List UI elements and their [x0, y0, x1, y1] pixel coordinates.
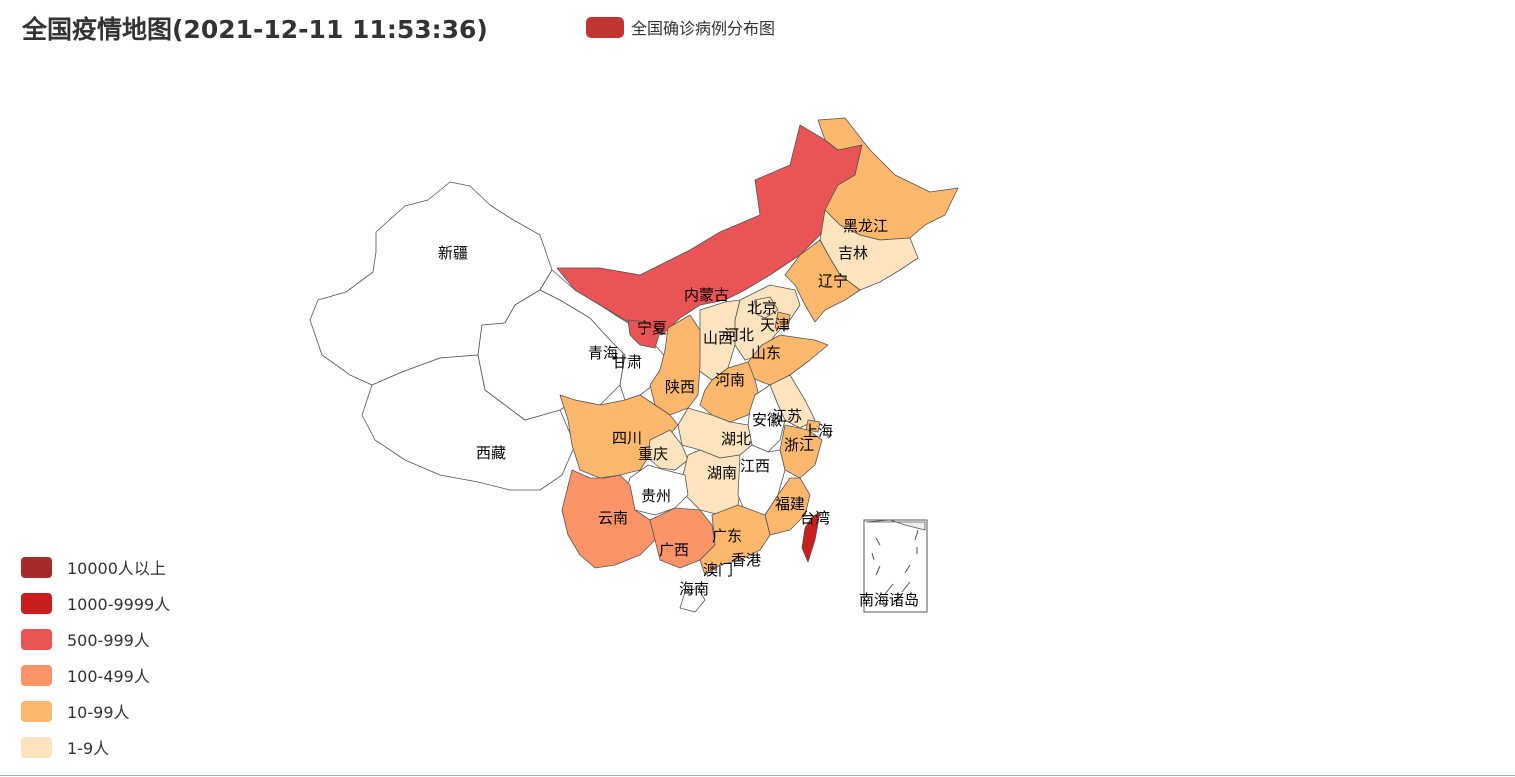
region-ningxia[interactable]: [627, 319, 661, 349]
visual-map-item-3[interactable]: 100-499人: [21, 657, 170, 693]
label-shaanxi: 陕西: [665, 378, 695, 396]
label-shanghai: 上海: [803, 422, 833, 440]
label-shandong: 山东: [751, 344, 781, 362]
label-neimenggu: 内蒙古: [684, 286, 729, 304]
label-hunan: 湖南: [707, 464, 737, 482]
label-jilin: 吉林: [838, 244, 868, 262]
visual-map-swatch: [21, 556, 52, 578]
page-title: 全国疫情地图(2021-12-11 11:53:36): [22, 15, 488, 44]
visual-map-label: 10-99人: [67, 703, 130, 722]
region-beijing[interactable]: [751, 296, 779, 319]
region-taiwan[interactable]: [801, 511, 821, 563]
region-tianjin[interactable]: [774, 311, 791, 331]
region-fujian[interactable]: [764, 477, 811, 536]
region-jiangxi[interactable]: [737, 444, 786, 516]
region-anhui[interactable]: [747, 384, 786, 453]
legend-swatch: [586, 16, 624, 38]
visual-map-label: 10000人以上: [67, 559, 166, 578]
visual-map-swatch: [21, 628, 52, 650]
visual-map-label: 100-499人: [67, 667, 150, 686]
label-fujian: 福建: [775, 495, 805, 513]
visual-map-item-0[interactable]: 10000人以上: [21, 549, 170, 585]
label-xizang: 西藏: [476, 444, 506, 462]
legend-label: 全国确诊病例分布图: [631, 19, 776, 38]
visual-map-item-5[interactable]: 1-9人: [21, 729, 170, 765]
visual-map-label: 500-999人: [67, 631, 150, 650]
label-aomen: 澳门: [703, 561, 733, 579]
visual-map-item-4[interactable]: 10-99人: [21, 693, 170, 729]
region-xizang[interactable]: [361, 354, 576, 491]
label-tianjin: 天津: [760, 316, 790, 334]
visual-map-item-1[interactable]: 1000-9999人: [21, 585, 170, 621]
visual-map-legend: 10000人以上 1000-9999人 500-999人 100-499人 10…: [21, 549, 170, 765]
visual-map-swatch: [21, 700, 52, 722]
label-anhui: 安徽: [752, 411, 782, 429]
label-taiwan: 台湾: [800, 509, 830, 527]
region-hainan[interactable]: [679, 587, 706, 613]
region-hunan[interactable]: [682, 449, 743, 516]
visual-map-label: 1-9人: [67, 739, 110, 758]
label-heilongjiang: 黑龙江: [843, 217, 888, 235]
label-hubei: 湖北: [721, 430, 751, 448]
label-liaoning: 辽宁: [818, 272, 848, 290]
label-gansu: 甘肃: [612, 353, 642, 371]
label-hebei: 河北: [724, 326, 754, 344]
label-jiangxi: 江西: [740, 457, 770, 475]
region-shaanxi[interactable]: [649, 314, 701, 416]
visual-map-swatch: [21, 592, 52, 614]
label-guizhou: 贵州: [641, 487, 671, 505]
region-shanghai[interactable]: [805, 419, 821, 433]
label-zhejiang: 浙江: [784, 436, 814, 454]
bottom-divider: [0, 775, 1515, 776]
label-hainan: 海南: [679, 580, 709, 598]
visual-map-swatch: [21, 664, 52, 686]
label-sichuan: 四川: [612, 429, 642, 447]
label-jiangsu: 江苏: [772, 407, 802, 425]
visual-map-label: 1000-9999人: [67, 595, 171, 614]
region-guangdong[interactable]: [699, 504, 771, 576]
label-guangdong: 广东: [712, 527, 742, 545]
nanhai-inset[interactable]: [863, 519, 928, 613]
region-liaoning[interactable]: [784, 239, 861, 323]
label-ningxia: 宁夏: [637, 319, 667, 337]
label-guangxi: 广西: [659, 541, 689, 559]
series-legend[interactable]: 全国确诊病例分布图: [586, 15, 775, 39]
label-nanhai: 南海诸岛: [859, 591, 919, 609]
label-henan: 河南: [715, 371, 745, 389]
visual-map-swatch: [21, 736, 52, 758]
label-yunnan: 云南: [598, 509, 628, 527]
label-beijing: 北京: [747, 299, 777, 317]
region-chongqing[interactable]: [647, 429, 689, 471]
region-henan[interactable]: [699, 361, 761, 423]
label-xianggang: 香港: [731, 551, 761, 569]
label-xinjiang: 新疆: [438, 244, 468, 262]
label-qinghai: 青海: [588, 344, 618, 362]
visual-map-item-2[interactable]: 500-999人: [21, 621, 170, 657]
label-shanxi: 山西: [703, 329, 733, 347]
label-chongqing: 重庆: [638, 445, 668, 463]
